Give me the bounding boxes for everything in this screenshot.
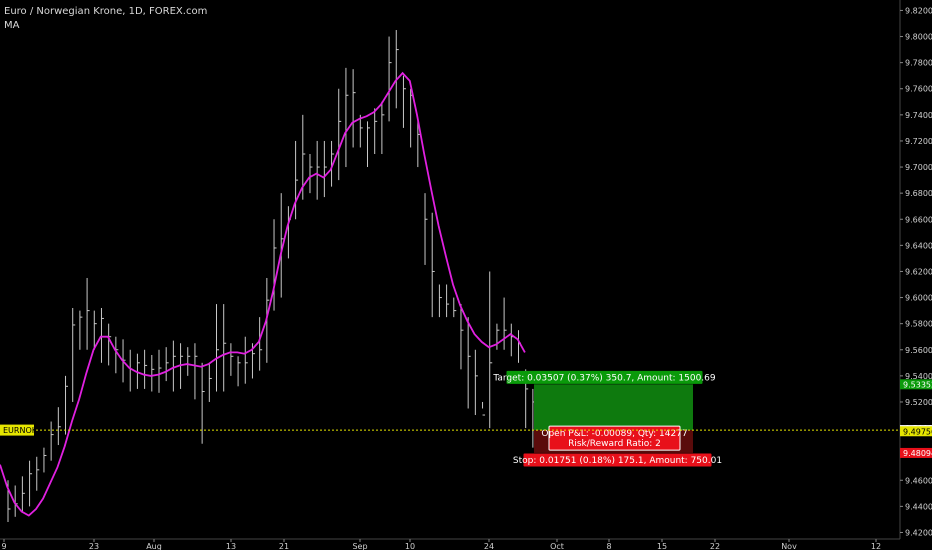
price-tick-label: 9.42000: [905, 528, 932, 537]
price-tick-label: 9.64000: [905, 241, 932, 250]
time-tick-label: 21: [279, 542, 289, 550]
time-tick-label: 15: [657, 542, 667, 550]
time-tick-label: 23: [89, 542, 99, 550]
time-tick-label: 13: [226, 542, 236, 550]
price-tag: 9.49756: [900, 426, 932, 437]
time-tick-label: 10: [405, 542, 415, 550]
ohlc-series: [7, 30, 536, 523]
time-axis[interactable]: 9 23 Aug 13 21 Sep 10 24 Oct 8 15 22 Nov 12: [0, 538, 900, 550]
moving-average-line: [0, 71, 526, 517]
ratio-label: Risk/Reward Ratio: 2: [568, 439, 661, 449]
price-tick-label: 9.76000: [905, 85, 932, 94]
price-tags: 9.533529.498459.497569.48094: [900, 379, 932, 458]
price-tag: 9.48094: [900, 447, 932, 458]
price-tick-label: 9.66000: [905, 215, 932, 224]
indicator-label: MA: [4, 20, 20, 31]
price-tick-label: 9.78000: [905, 59, 932, 68]
time-tick-label: Nov: [781, 542, 797, 550]
time-tick-label: Oct: [550, 542, 564, 550]
price-tick-label: 9.80000: [905, 33, 932, 42]
stop-label-text: Stop: 0.01751 (0.18%) 175.1, Amount: 750…: [513, 456, 722, 466]
pnl-label: Open P&L: -0.00089, Qty: 14277: [541, 429, 687, 439]
target-label-text: Target: 0.03507 (0.37%) 350.7, Amount: 1…: [492, 373, 716, 383]
price-tick-label: 9.70000: [905, 163, 932, 172]
price-tick-label: 9.82000: [905, 6, 932, 15]
target-label: Target: 0.03507 (0.37%) 350.7, Amount: 1…: [492, 370, 716, 384]
stop-label-bg: [523, 453, 712, 467]
stop-label: Stop: 0.01751 (0.18%) 175.1, Amount: 750…: [513, 453, 722, 467]
time-tick-label: 9: [1, 542, 6, 550]
time-tick-label: 8: [606, 542, 611, 550]
price-tick-label: 9.60000: [905, 294, 932, 303]
price-tick-label: 9.56000: [905, 346, 932, 355]
price-tick-label: 9.54000: [905, 372, 932, 381]
price-tag-bg: [900, 447, 932, 458]
time-tick-label: Aug: [146, 542, 162, 550]
price-tick-label: 9.58000: [905, 320, 932, 329]
position-tool[interactable]: Target: 0.03507 (0.37%) 350.7, Amount: 1…: [492, 370, 722, 467]
time-tick-label: Sep: [352, 542, 367, 550]
target-label-bg: [506, 370, 703, 384]
pnl-box-bg: [548, 425, 681, 451]
time-tick-label: 24: [484, 542, 494, 550]
symbol-tag-bg: [0, 424, 34, 436]
price-tick-label: 9.62000: [905, 267, 932, 276]
time-tick-label: 12: [871, 542, 881, 550]
price-tag-label: 9.53352: [903, 380, 932, 389]
symbol-tag: EURNOK: [0, 424, 38, 436]
target-zone: [534, 384, 693, 431]
price-tag: 9.53352: [900, 379, 932, 390]
price-tick-label: 9.46000: [905, 476, 932, 485]
pnl-box: Open P&L: -0.00089, Qty: 14277Risk/Rewar…: [541, 425, 688, 451]
chart-legend: Euro / Norwegian Krone, 1D, FOREX.com MA: [4, 5, 207, 33]
price-tag-label: 9.48094: [903, 449, 932, 458]
price-tick-label: 9.52000: [905, 398, 932, 407]
price-tag-label: 9.49756: [903, 427, 932, 436]
price-tag-bg: [900, 426, 932, 437]
price-tick-label: 9.68000: [905, 189, 932, 198]
price-tick-label: 9.72000: [905, 137, 932, 146]
price-tick-label: 9.74000: [905, 111, 932, 120]
symbol-tag-label: EURNOK: [3, 426, 38, 435]
price-tag-bg: [900, 379, 932, 390]
chart-title: Euro / Norwegian Krone, 1D, FOREX.com: [4, 6, 208, 17]
price-tick-label: 9.44000: [905, 502, 932, 511]
time-tick-label: 22: [710, 542, 720, 550]
